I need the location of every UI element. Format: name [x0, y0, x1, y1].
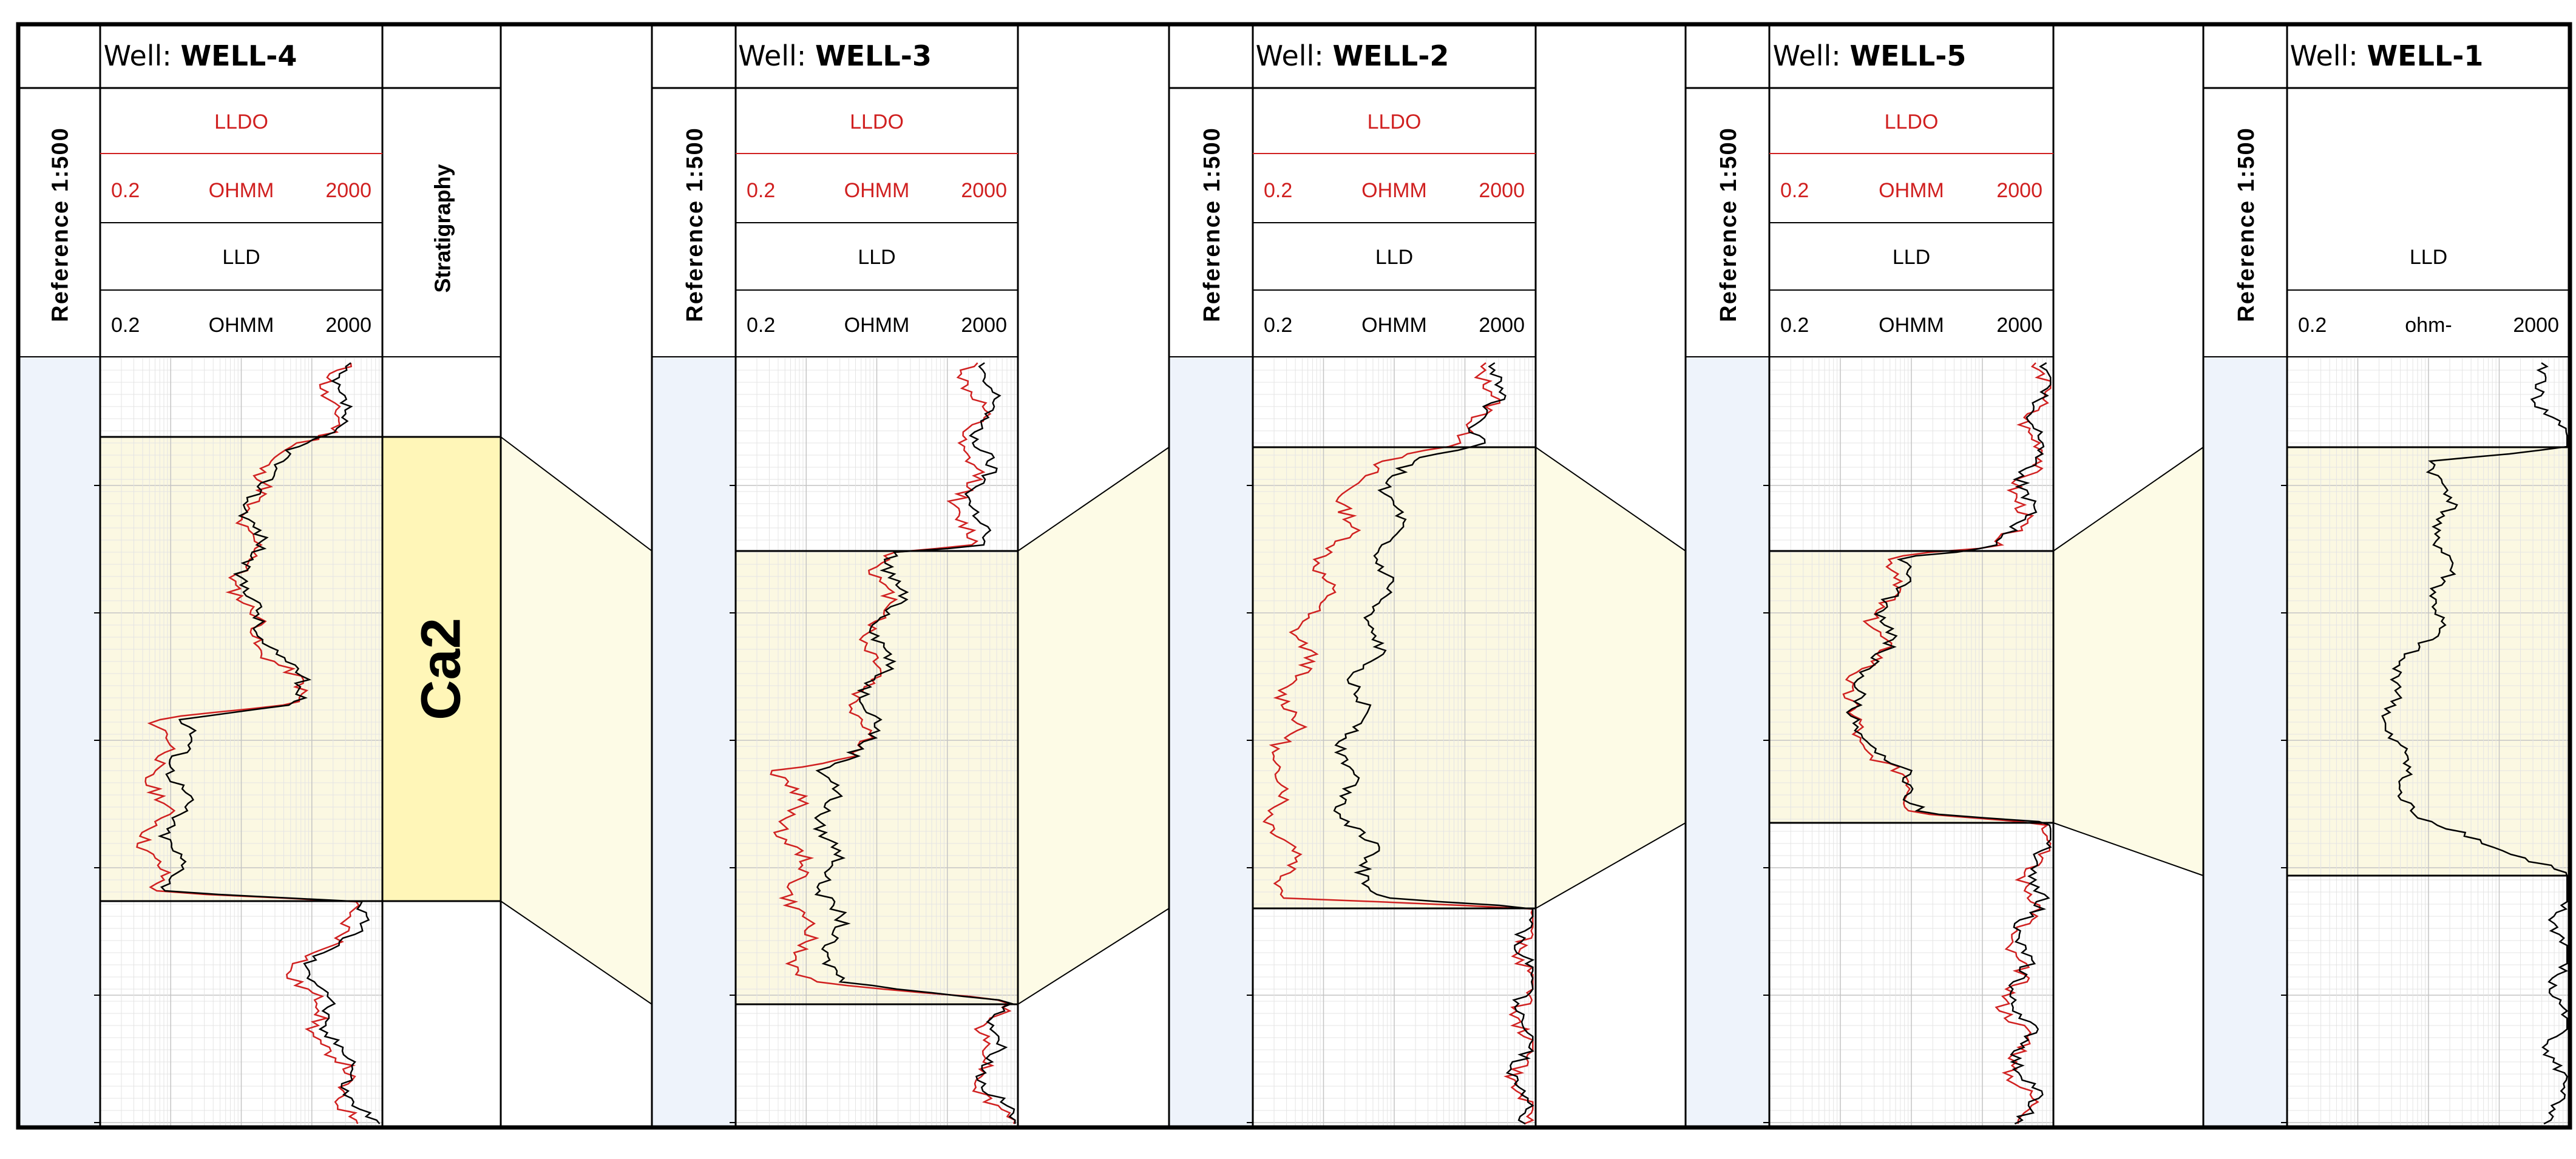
lld-curve	[812, 362, 1016, 1124]
lld-min: 0.2	[2298, 314, 2327, 337]
well-header: Well: WELL-5	[1773, 39, 1967, 72]
correlation-line-top	[2053, 447, 2204, 552]
lld-name: LLD	[222, 246, 260, 269]
depth-track-fill	[1686, 357, 1769, 1127]
lld-unit: ohm-	[2405, 314, 2452, 337]
lld-min: 0.2	[1264, 314, 1292, 337]
well-name: WELL-5	[1849, 39, 1966, 72]
well-header: Well: WELL-4	[104, 39, 297, 72]
lld-curve	[1333, 362, 1535, 1125]
lld-name: LLD	[2410, 246, 2447, 269]
lldo-min: 0.2	[1780, 179, 1809, 202]
well-header: Well: WELL-2	[1256, 39, 1449, 72]
correlation-line-top	[1535, 447, 1686, 552]
lld-max: 2000	[2513, 314, 2559, 337]
lldo-max: 2000	[1996, 179, 2042, 202]
lldo-name: LLDO	[850, 110, 904, 133]
stratigraphy-unit-fill	[382, 437, 501, 901]
lld-name: LLD	[1893, 246, 1930, 269]
well-name: WELL-4	[180, 39, 297, 72]
depth-track-fill	[652, 357, 736, 1127]
well-header: Well: WELL-3	[738, 39, 932, 72]
well-header: Well: WELL-1	[2290, 39, 2484, 72]
layer-text: Well: WELL-4 Reference 1:500 LLDO 0.2 OHMM 20…	[48, 39, 2560, 720]
depth-track-fill	[2203, 357, 2287, 1127]
well-name: WELL-1	[2367, 39, 2483, 72]
correlation-line-top	[500, 436, 652, 552]
stratigraphy-label: Stratigraphy	[430, 164, 455, 292]
depth-track-label: Reference 1:500	[48, 127, 73, 322]
lldo-min: 0.2	[111, 179, 140, 202]
well-label: Well:	[1773, 39, 1841, 72]
lld-min: 0.2	[1780, 314, 1809, 337]
lldo-min: 0.2	[747, 179, 775, 202]
correlation-zone	[1536, 447, 1686, 908]
depth-track-label: Reference 1:500	[1716, 127, 1741, 322]
correlation-zone	[1018, 447, 1169, 1004]
well-label: Well:	[104, 39, 172, 72]
lld-curve	[157, 362, 381, 1124]
correlation-zone	[501, 437, 652, 1004]
lldo-curve	[1842, 362, 2052, 1124]
lld-unit: OHMM	[1361, 314, 1427, 337]
lldo-unit: OHMM	[844, 179, 910, 202]
lldo-unit: OHMM	[1361, 179, 1427, 202]
correlation-zone	[2053, 447, 2203, 876]
lld-curve	[1846, 362, 2052, 1125]
layer-correlation	[500, 436, 2204, 1005]
correlation-line-base	[1017, 908, 1170, 1005]
lld-curve	[2381, 362, 2569, 1125]
lldo-name: LLDO	[214, 110, 268, 133]
lldo-name: LLDO	[1885, 110, 1939, 133]
correlation-line-top	[1017, 447, 1170, 552]
lldo-max: 2000	[325, 179, 371, 202]
lldo-max: 2000	[1479, 179, 1525, 202]
lldo-curve	[1262, 362, 1534, 1125]
well-label: Well:	[1256, 39, 1324, 72]
lld-unit: OHMM	[209, 314, 274, 337]
lld-min: 0.2	[747, 314, 775, 337]
layer-lines	[16, 22, 2572, 1130]
correlation-line-base	[2053, 822, 2204, 876]
correlation-line-base	[1535, 822, 1686, 909]
lld-unit: OHMM	[844, 314, 910, 337]
lld-max: 2000	[1996, 314, 2042, 337]
unit-label: Ca2	[410, 618, 472, 720]
well-label: Well:	[2290, 39, 2358, 72]
well-label: Well:	[738, 39, 806, 72]
lld-max: 2000	[1479, 314, 1525, 337]
lldo-unit: OHMM	[1879, 179, 1944, 202]
well-name: WELL-3	[815, 39, 932, 72]
lld-name: LLD	[1375, 246, 1413, 269]
outer-frame	[16, 22, 2572, 1130]
layer-curves	[136, 362, 2569, 1125]
lld-max: 2000	[961, 314, 1007, 337]
lld-name: LLD	[858, 246, 895, 269]
correlation-line-base	[500, 901, 652, 1005]
depth-track-label: Reference 1:500	[1199, 127, 1225, 322]
layer-grid	[94, 357, 2570, 1127]
lldo-max: 2000	[961, 179, 1007, 202]
lldo-unit: OHMM	[209, 179, 274, 202]
depth-track-fill	[18, 357, 100, 1127]
lld-max: 2000	[325, 314, 371, 337]
lld-unit: OHMM	[1879, 314, 1944, 337]
depth-track-label: Reference 1:500	[682, 127, 708, 322]
lldo-name: LLDO	[1368, 110, 1422, 133]
depth-track-label: Reference 1:500	[2234, 127, 2259, 322]
lld-min: 0.2	[111, 314, 140, 337]
depth-track-fill	[1169, 357, 1253, 1127]
well-name: WELL-2	[1332, 39, 1449, 72]
lldo-min: 0.2	[1264, 179, 1292, 202]
